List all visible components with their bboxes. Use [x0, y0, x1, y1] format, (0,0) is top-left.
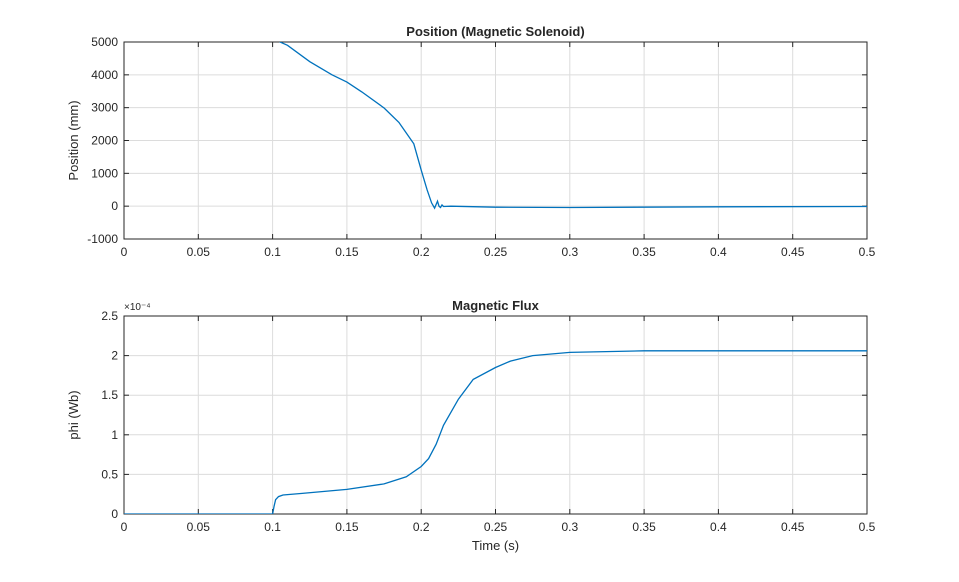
y-tick-label: -1000 — [87, 232, 118, 246]
x-tick-label: 0.4 — [710, 520, 727, 534]
axes-1: 0 0.05 0.1 0.15 0.2 0.25 0.3 0.35 0.4 0.45 0.5 -100… — [66, 24, 876, 259]
y-axis-label: phi (Wb) — [66, 390, 81, 439]
y-tick-label: 0 — [111, 199, 118, 213]
data-line — [279, 42, 867, 210]
x-tick-label: 0.15 — [335, 245, 359, 259]
y-tick-label: 0.5 — [101, 467, 118, 481]
x-tick-label: 0.3 — [561, 520, 578, 534]
x-tick-label: 0.35 — [632, 245, 656, 259]
x-tick-label: 0.3 — [561, 245, 578, 259]
x-tick-label: 0.05 — [187, 520, 211, 534]
x-axis-label: Time (s) — [472, 538, 519, 553]
x-tick-label: 0.35 — [632, 520, 656, 534]
data-line — [124, 350, 867, 514]
y-tick-label: 2 — [111, 349, 118, 363]
y-tick-label: 1000 — [91, 166, 118, 180]
y-tick-label: 2.5 — [101, 309, 118, 323]
y-tick-label: 4000 — [91, 68, 118, 82]
y-axis-label: Position (mm) — [66, 100, 81, 180]
x-tick-label: 0 — [121, 245, 128, 259]
x-tick-label: 0.2 — [413, 520, 430, 534]
x-tick-label: 0.25 — [484, 245, 508, 259]
x-tick-label: 0.15 — [335, 520, 359, 534]
x-tick-label: 0.2 — [413, 245, 430, 259]
y-tick-label: 1 — [111, 428, 118, 442]
x-tick-label: 0.4 — [710, 245, 727, 259]
x-tick-label: 0 — [121, 520, 128, 534]
x-tick-label: 0.05 — [187, 245, 211, 259]
x-tick-label: 0.45 — [781, 245, 805, 259]
x-tick-label: 0.5 — [859, 520, 876, 534]
axes-box — [123, 41, 868, 240]
y-tick-label: 2000 — [91, 134, 118, 148]
y-tick-label: 5000 — [91, 35, 118, 49]
x-tick-label: 0.45 — [781, 520, 805, 534]
y-tick-label: 0 — [111, 507, 118, 521]
axes-box — [123, 315, 868, 515]
chart-title: Position (Magnetic Solenoid) — [406, 24, 584, 39]
axes-2: 0 0.05 0.1 0.15 0.2 0.25 0.3 0.35 0.4 0.45 0.5 0 0.5… — [66, 298, 876, 553]
y-tick-label: 1.5 — [101, 388, 118, 402]
y-exponent-label: ×10⁻⁴ — [124, 302, 151, 313]
x-tick-label: 0.1 — [264, 520, 281, 534]
x-tick-label: 0.5 — [859, 245, 876, 259]
x-tick-label: 0.1 — [264, 245, 281, 259]
x-tick-label: 0.25 — [484, 520, 508, 534]
chart-title: Magnetic Flux — [452, 298, 539, 313]
y-tick-label: 3000 — [91, 101, 118, 115]
